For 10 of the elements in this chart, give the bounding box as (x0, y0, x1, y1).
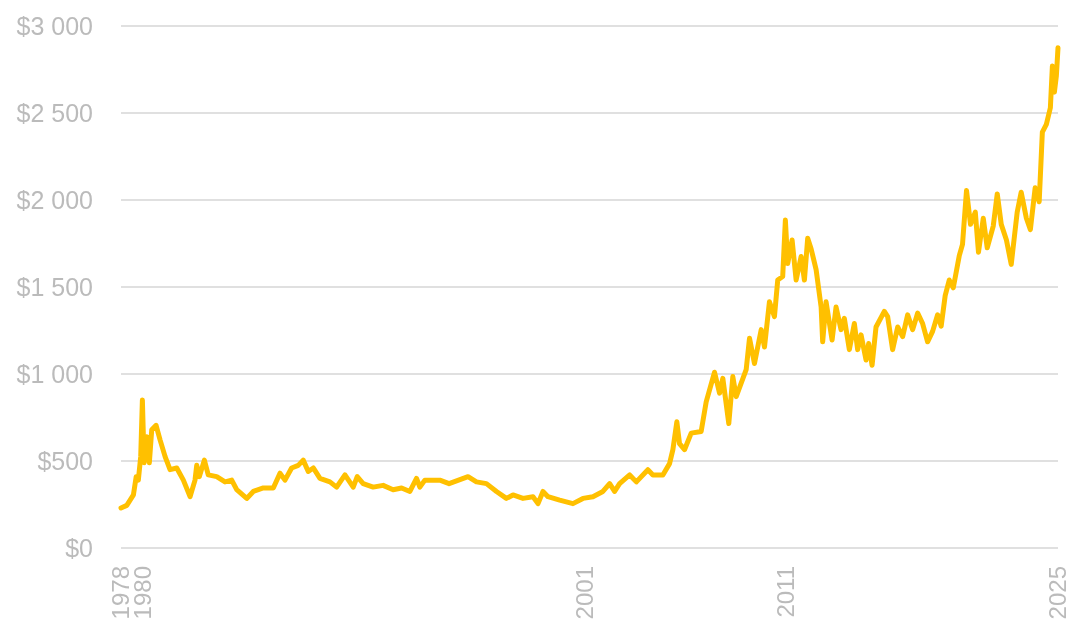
y-tick-label: $3 000 (16, 12, 93, 40)
y-tick-label: $2 500 (16, 99, 93, 127)
y-tick-label: $0 (65, 534, 93, 562)
x-tick-label: 2011 (772, 566, 800, 618)
y-tick-label: $1 500 (16, 273, 93, 301)
y-tick-label: $2 000 (16, 186, 93, 214)
x-tick-label: 2001 (571, 566, 599, 620)
x-tick-label: 2025 (1044, 566, 1072, 620)
y-tick-label: $500 (37, 447, 93, 475)
y-tick-label: $1 000 (16, 360, 93, 388)
